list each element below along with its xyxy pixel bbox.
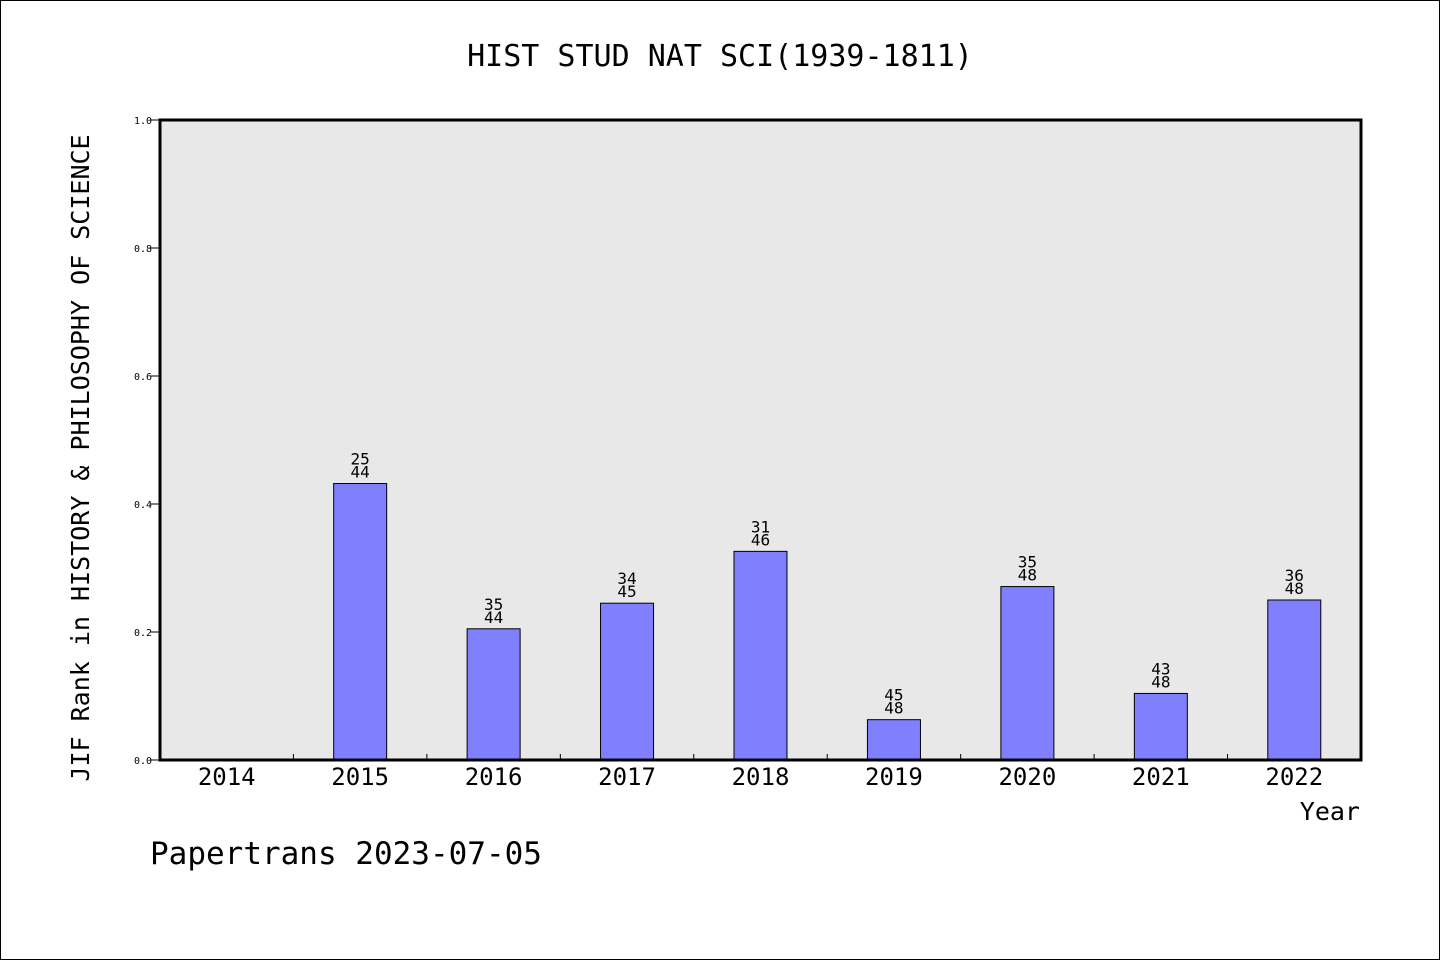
bar-2016 [466, 628, 521, 761]
bar-2019 [866, 719, 921, 761]
bar-total-label: 44 [484, 608, 503, 627]
bar-rank-label: 25 [351, 450, 370, 469]
bar-total-label: 48 [1151, 672, 1170, 691]
x-axis: 2014 2015 2016 2017 2018 2019 2020 2021 2022 [198, 754, 1323, 791]
y-tick-label: 0.4 [134, 500, 152, 511]
bar-2017 [600, 602, 655, 761]
bar-rank-label: 36 [1285, 566, 1304, 585]
x-tick-label: 2015 [331, 763, 389, 791]
y-axis: 0.0 0.2 0.4 0.6 0.8 1.0 [134, 116, 160, 767]
bar-rank-label: 35 [1018, 553, 1037, 572]
x-tick-label: 2017 [598, 763, 656, 791]
x-axis-label: Year [1300, 797, 1360, 826]
x-tick-label: 2020 [998, 763, 1056, 791]
bar-total-label: 48 [1285, 579, 1304, 598]
bar-rank-label: 45 [884, 686, 903, 705]
y-tick-label: 0.8 [134, 244, 152, 255]
x-tick-label: 2018 [732, 763, 790, 791]
y-tick-label: 0.0 [134, 756, 152, 767]
bar-total-label: 44 [351, 463, 370, 482]
bar-2018 [733, 550, 788, 761]
x-tick-label: 2016 [465, 763, 523, 791]
bar-rank-label: 43 [1151, 659, 1170, 678]
bar-rank-label: 35 [484, 595, 503, 614]
x-tick-label: 2019 [865, 763, 923, 791]
bar-rank-label: 34 [617, 569, 636, 588]
y-axis-label: JIF Rank in HISTORY & PHILOSOPHY OF SCIE… [66, 134, 95, 781]
bar-2015 [333, 483, 388, 761]
bar-2021 [1133, 692, 1188, 761]
chart-title: HIST STUD NAT SCI(1939-1811) [467, 39, 973, 74]
plot-border [158, 118, 1363, 762]
bar-total-label: 45 [617, 582, 636, 601]
bar-total-label: 46 [751, 530, 770, 549]
bar-total-label: 48 [884, 699, 903, 718]
x-tick-label: 2022 [1265, 763, 1323, 791]
bar-rank-label: 31 [751, 517, 770, 536]
x-tick-label: 2014 [198, 763, 256, 791]
y-tick-label: 0.6 [134, 372, 152, 383]
bar-total-label: 48 [1018, 566, 1037, 585]
bar-2020 [1000, 586, 1055, 761]
bar-2022 [1267, 599, 1322, 761]
footer-credit: Papertrans 2023-07-05 [150, 836, 542, 872]
x-tick-label: 2021 [1132, 763, 1190, 791]
y-tick-label: 1.0 [134, 116, 152, 127]
y-tick-label: 0.2 [134, 628, 152, 639]
